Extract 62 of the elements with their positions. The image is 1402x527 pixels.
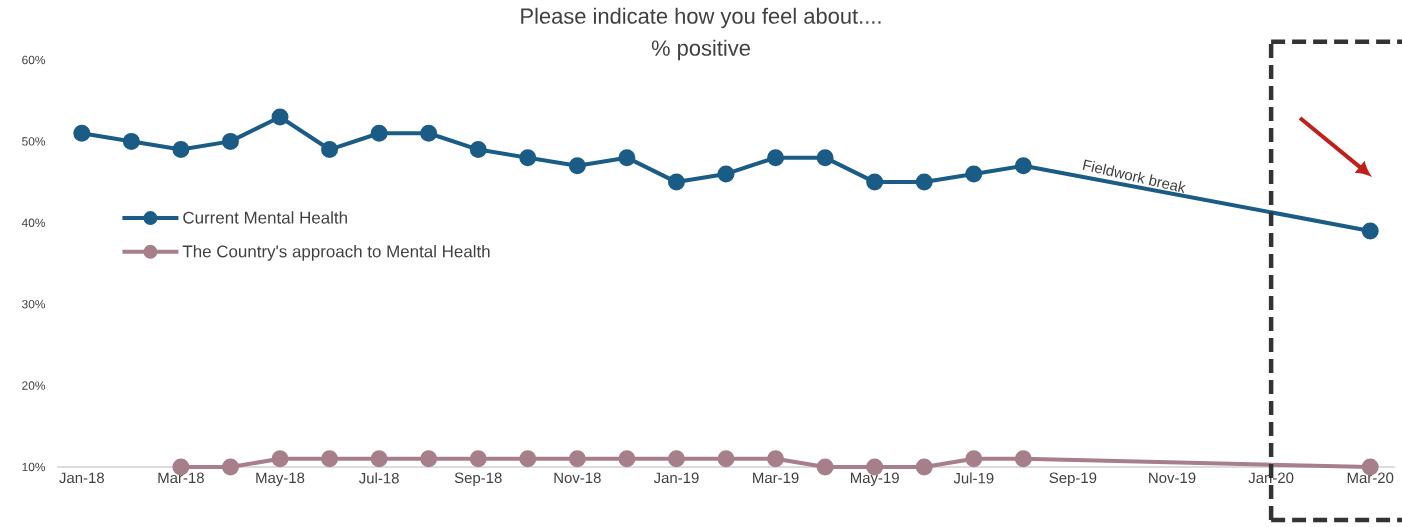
- point: [568, 157, 586, 175]
- x-tick-label: May-19: [850, 472, 899, 487]
- point: [221, 458, 239, 476]
- point: [717, 165, 735, 183]
- point: [767, 149, 785, 167]
- point: [667, 450, 685, 468]
- point: [370, 124, 388, 142]
- point: [172, 141, 190, 159]
- point: [519, 149, 537, 167]
- x-tick-label: Mar-19: [753, 472, 799, 484]
- point: [1014, 450, 1032, 468]
- y-tick-label: 10%: [22, 462, 46, 472]
- point: [667, 173, 685, 191]
- point: [271, 108, 289, 126]
- legend-label: Current Mental Health: [183, 211, 347, 224]
- point: [915, 173, 933, 191]
- x-tick-label: Sep-18: [454, 472, 502, 487]
- point: [915, 458, 933, 476]
- point: [717, 450, 735, 468]
- x-tick-label: Nov-18: [554, 472, 601, 484]
- point: [965, 450, 983, 468]
- y-tick-label: 30%: [22, 299, 46, 309]
- point: [469, 141, 487, 159]
- x-tick-label: Jul-18: [359, 472, 399, 484]
- point: [618, 450, 636, 468]
- point: [519, 450, 537, 468]
- point: [420, 450, 438, 468]
- legend-label: The Country's approach to Mental Health: [182, 244, 490, 261]
- point: [271, 450, 289, 468]
- point: [321, 141, 339, 159]
- x-tick-label: Mar-18: [158, 472, 204, 484]
- annotation: Fieldwork break: [1082, 159, 1186, 194]
- point: [469, 450, 487, 468]
- x-tick-label: Jan-20: [1248, 472, 1294, 484]
- point: [221, 132, 239, 150]
- point: [420, 124, 438, 142]
- point: [866, 173, 884, 191]
- point: [1361, 222, 1379, 240]
- point: [618, 149, 636, 167]
- y-tick-label: 40%: [21, 218, 46, 228]
- x-tick-label: Nov-19: [1149, 472, 1196, 484]
- point: [122, 132, 140, 150]
- y-tick-label: 20%: [22, 381, 46, 390]
- point: [73, 124, 91, 142]
- point: [321, 450, 339, 468]
- x-tick-label: May-18: [256, 472, 305, 487]
- point: [767, 450, 785, 468]
- x-tick-label: Jan-19: [653, 472, 699, 484]
- point: [370, 450, 388, 468]
- point: [965, 165, 983, 183]
- chart-title: Please indicate how you feel about....: [521, 7, 881, 29]
- y-tick-label: 60%: [22, 55, 46, 65]
- x-tick-label: Jul-19: [953, 472, 994, 484]
- point: [816, 458, 834, 476]
- point: [816, 149, 834, 167]
- point: [1014, 157, 1032, 175]
- y-tick-label: 50%: [22, 137, 46, 146]
- x-tick-label: Sep-19: [1049, 472, 1097, 487]
- x-tick-label: Mar-20: [1347, 472, 1394, 484]
- x-tick-label: Jan-18: [59, 472, 104, 484]
- point: [568, 450, 586, 468]
- chart-subtitle: % positive: [651, 39, 750, 61]
